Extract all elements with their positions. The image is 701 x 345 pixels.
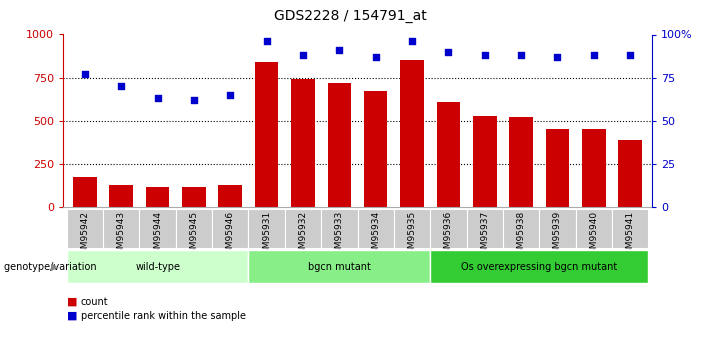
Point: [79, 71, 90, 77]
Text: GSM95931: GSM95931: [262, 211, 271, 260]
Text: GSM95932: GSM95932: [299, 211, 308, 260]
Bar: [400, 59, 424, 207]
Text: percentile rank within the sample: percentile rank within the sample: [81, 311, 245, 321]
Point: [552, 54, 563, 60]
Text: GDS2228 / 154791_at: GDS2228 / 154791_at: [274, 9, 427, 23]
Point: [407, 39, 418, 44]
Bar: [255, 62, 278, 207]
Text: wild-type: wild-type: [135, 262, 180, 272]
Bar: [430, 250, 648, 283]
Bar: [576, 209, 612, 248]
Text: GSM95933: GSM95933: [335, 211, 343, 260]
Bar: [539, 209, 576, 248]
Bar: [176, 209, 212, 248]
Bar: [103, 209, 139, 248]
Bar: [582, 128, 606, 207]
Bar: [509, 117, 533, 207]
Bar: [212, 209, 248, 248]
Bar: [109, 185, 133, 207]
Bar: [182, 187, 206, 207]
Text: GSM95941: GSM95941: [625, 211, 634, 260]
Text: GSM95934: GSM95934: [372, 211, 380, 260]
Bar: [327, 83, 351, 207]
Bar: [321, 209, 358, 248]
Text: GSM95942: GSM95942: [81, 211, 90, 260]
Bar: [146, 187, 170, 207]
Text: GSM95938: GSM95938: [517, 211, 526, 260]
Bar: [248, 209, 285, 248]
Text: ▶: ▶: [51, 262, 58, 272]
Bar: [364, 91, 388, 207]
Point: [334, 47, 345, 53]
Bar: [394, 209, 430, 248]
Text: genotype/variation: genotype/variation: [4, 262, 100, 272]
Bar: [612, 209, 648, 248]
Text: GSM95944: GSM95944: [153, 211, 162, 260]
Bar: [139, 209, 176, 248]
Text: GSM95945: GSM95945: [189, 211, 198, 260]
Point: [297, 52, 308, 58]
Text: ■: ■: [67, 297, 77, 307]
Point: [370, 54, 381, 60]
Point: [443, 49, 454, 55]
Bar: [285, 209, 321, 248]
Bar: [219, 185, 242, 207]
Bar: [430, 209, 467, 248]
Bar: [503, 209, 539, 248]
Text: GSM95943: GSM95943: [117, 211, 125, 260]
Bar: [67, 250, 248, 283]
Point: [515, 52, 526, 58]
Bar: [67, 209, 103, 248]
Point: [479, 52, 490, 58]
Bar: [467, 209, 503, 248]
Bar: [618, 140, 642, 207]
Bar: [73, 177, 97, 207]
Bar: [545, 128, 569, 207]
Text: GSM95937: GSM95937: [480, 211, 489, 260]
Point: [261, 39, 272, 44]
Point: [588, 52, 599, 58]
Point: [225, 92, 236, 98]
Point: [116, 83, 127, 89]
Text: bgcn mutant: bgcn mutant: [308, 262, 371, 272]
Point: [189, 97, 200, 103]
Point: [625, 52, 636, 58]
Text: count: count: [81, 297, 108, 307]
Text: ■: ■: [67, 311, 77, 321]
Text: GSM95939: GSM95939: [553, 211, 562, 260]
Point: [152, 96, 163, 101]
Text: GSM95936: GSM95936: [444, 211, 453, 260]
Bar: [291, 79, 315, 207]
Text: GSM95946: GSM95946: [226, 211, 235, 260]
Bar: [358, 209, 394, 248]
Text: Os overexpressing bgcn mutant: Os overexpressing bgcn mutant: [461, 262, 618, 272]
Bar: [473, 116, 496, 207]
Bar: [437, 102, 460, 207]
Text: GSM95935: GSM95935: [407, 211, 416, 260]
Text: GSM95940: GSM95940: [590, 211, 598, 260]
Bar: [248, 250, 430, 283]
